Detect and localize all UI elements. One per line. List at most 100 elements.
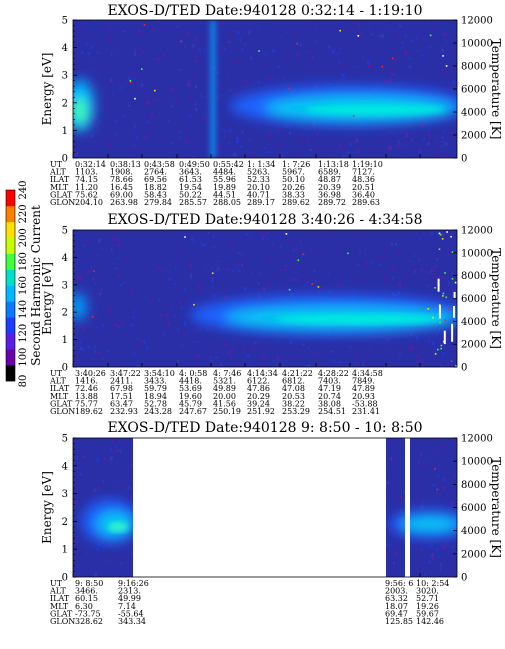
table-cell: 75.77: [75, 399, 98, 408]
table-cell: 263.98: [110, 198, 138, 207]
table-cell: 19.26: [416, 602, 439, 611]
table-cell: 1: 7:26: [282, 160, 310, 169]
table-cell: 69.47: [385, 609, 408, 618]
table-cell: 1:19:10: [352, 160, 383, 169]
y-axis-label: Energy [eV]: [40, 471, 54, 544]
table-cell: 2411.: [110, 377, 133, 386]
table-cell: 3433.: [144, 377, 167, 386]
table-cell: 1416.: [75, 377, 98, 386]
y-tick-label: 5: [62, 226, 68, 237]
table-cell: 20.26: [282, 183, 305, 192]
y-tick-label: 3: [62, 280, 68, 291]
y-tick-label: 4: [62, 253, 68, 264]
y2-tick-label: 8000: [461, 271, 486, 282]
table-cell: 78.66: [110, 175, 133, 184]
table-cell: 67.98: [110, 384, 133, 393]
y-tick-label: 2: [62, 308, 68, 319]
bright-dots: [129, 23, 448, 117]
table-cell: 19.54: [179, 183, 202, 192]
y-tick-label: 1: [62, 126, 68, 137]
table-cell: 0:38:13: [110, 160, 141, 169]
table-cell: 0:43:58: [144, 160, 175, 169]
table-cell: 55.96: [213, 175, 236, 184]
colorbar-tick-label: 120: [18, 324, 29, 343]
table-cell: 9:56: 6: [385, 579, 413, 588]
spectrogram-panel: EXOS-D/TED Date:940128 3:40:26 - 4:34:58…: [40, 212, 503, 416]
table-cell: 6122.: [247, 377, 270, 386]
table-cell: 243.28: [144, 407, 172, 416]
table-cell: 4484.: [213, 168, 236, 177]
y-tick-label: 5: [62, 16, 68, 27]
y-tick-label: 3: [62, 71, 68, 82]
table-cell: 2313.: [118, 587, 141, 596]
table-cell: 39.24: [247, 399, 270, 408]
table-row-label: ILAT: [50, 175, 70, 184]
table-cell: 36.98: [318, 190, 341, 199]
spectrogram-image: [73, 230, 457, 367]
table-cell: 61.53: [179, 175, 202, 184]
y-tick-label: 0: [62, 154, 68, 165]
colorbar-tick-label: 140: [18, 300, 29, 319]
table-cell: 250.19: [213, 407, 241, 416]
colorbar-swatch: [6, 333, 15, 350]
table-cell: 59.79: [144, 384, 167, 393]
table-cell: 69.00: [110, 190, 133, 199]
colorbar-tick-label: 80: [18, 375, 29, 388]
table-cell: 2764.: [144, 168, 167, 177]
table-cell: 7127.: [352, 168, 375, 177]
table-cell: 204.10: [75, 198, 103, 207]
table-cell: 6.30: [75, 602, 93, 611]
table-cell: -55.64: [118, 609, 144, 618]
ion-band-core: [211, 20, 445, 158]
table-cell: 4:21:22: [282, 369, 313, 378]
table-cell: 38.08: [318, 399, 341, 408]
table-row-label: ALT: [49, 168, 66, 177]
table-cell: 69.56: [144, 175, 167, 184]
y-tick-label: 4: [62, 461, 68, 472]
table-cell: 6812.: [282, 377, 305, 386]
table-row-label: UT: [50, 160, 63, 169]
table-cell: 17.51: [110, 392, 133, 401]
table-cell: 7849.: [352, 377, 375, 386]
table-cell: 1:13:18: [318, 160, 349, 169]
y-tick-label: 0: [62, 573, 68, 584]
table-cell: 47.89: [352, 384, 375, 393]
table-row-label: GLAT: [50, 399, 73, 408]
panel-title: EXOS-D/TED Date:940128 9: 8:50 - 10: 8:5…: [107, 420, 422, 436]
y2-tick-label: 2000: [461, 340, 486, 351]
table-cell: 4418.: [179, 377, 202, 386]
table-cell: 247.67: [179, 407, 207, 416]
table-cell: 49.99: [118, 594, 141, 603]
panel-title: EXOS-D/TED Date:940128 3:40:26 - 4:34:58: [107, 212, 422, 228]
table-cell: 232.93: [110, 407, 138, 416]
table-cell: 0:49:50: [179, 160, 210, 169]
table-cell: 6589.: [318, 168, 341, 177]
table-cell: 11.20: [75, 183, 98, 192]
table-cell: 49.89: [213, 384, 236, 393]
table-cell: 3466.: [75, 587, 98, 596]
table-row-label: GLON: [50, 198, 75, 207]
table-cell: 4:14:34: [247, 369, 278, 378]
y-axis-label: Energy [eV]: [40, 53, 54, 126]
y-tick-label: 1: [62, 545, 68, 556]
table-cell: 9:16:26: [118, 579, 149, 588]
table-cell: 7.14: [118, 602, 136, 611]
table-cell: 50.22: [179, 190, 202, 199]
table-cell: 47.19: [318, 384, 341, 393]
y2-tick-label: 8000: [461, 62, 486, 73]
table-row-label: MLT: [50, 183, 69, 192]
table-cell: 48.36: [352, 175, 375, 184]
table-cell: 1: 1:34: [247, 160, 275, 169]
table-cell: 38.33: [282, 190, 305, 199]
table-cell: 18.94: [144, 392, 167, 401]
y2-tick-label: 2000: [461, 131, 486, 142]
colorbar-swatch: [6, 190, 15, 207]
y2-tick-label: 6000: [461, 85, 486, 96]
y2-tick-label: 0: [461, 154, 467, 165]
spectrogram-panel: EXOS-D/TED Date:940128 9: 8:50 - 10: 8:5…: [40, 420, 503, 626]
table-cell: 53.69: [179, 384, 202, 393]
table-cell: 41.56: [213, 399, 236, 408]
table-cell: 4:28:22: [318, 369, 349, 378]
